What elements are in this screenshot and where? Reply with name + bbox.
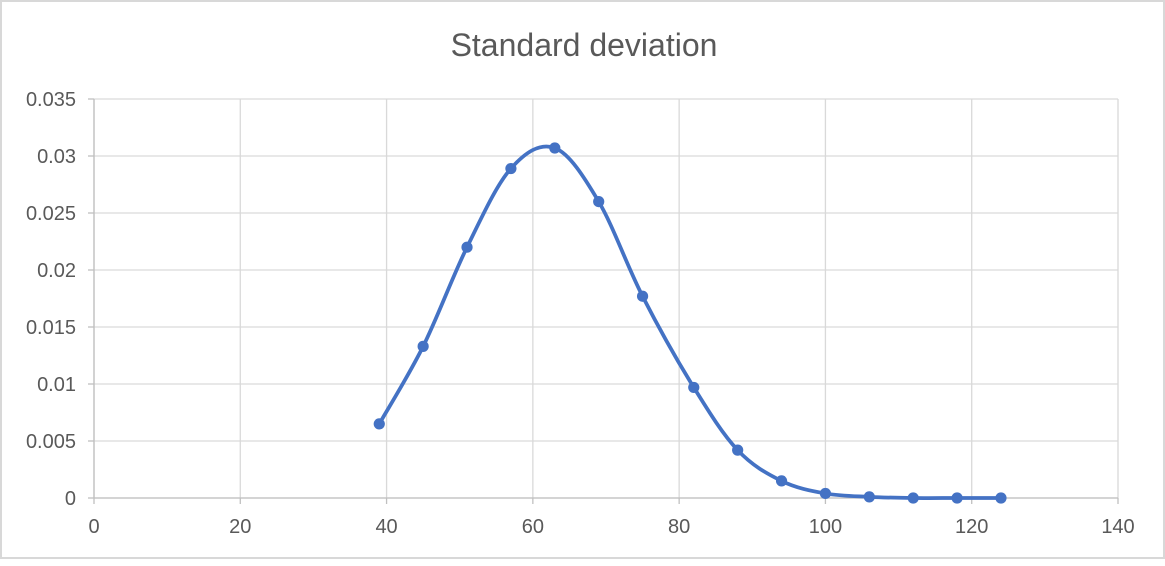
y-axis-tick-label: 0.01 (37, 374, 76, 396)
data-point-marker (593, 196, 605, 208)
x-axis-tick-label: 20 (229, 516, 251, 538)
data-point-marker (505, 162, 517, 175)
y-axis-tick-label: 0.02 (37, 260, 76, 282)
y-axis-tick-label: 0.015 (26, 317, 76, 339)
y-axis-tick-label: 0.03 (37, 146, 76, 168)
data-point-marker (995, 492, 1007, 504)
x-axis-tick-label: 0 (88, 516, 99, 538)
data-point-marker (688, 381, 700, 394)
x-axis-tick-label: 100 (809, 516, 842, 538)
gridlines (93, 98, 1119, 499)
chart-title: Standard deviation (451, 27, 718, 63)
y-axis-tick-label: 0.025 (26, 203, 76, 225)
data-point-marker (863, 491, 875, 503)
x-axis-tick-label: 120 (955, 516, 988, 538)
data-point-marker (732, 444, 744, 456)
data-point-marker (461, 241, 473, 253)
x-axis-tick-label: 80 (668, 516, 690, 538)
data-point-marker (373, 418, 385, 430)
x-axis-tick-label: 40 (375, 516, 397, 538)
axes (88, 98, 1119, 504)
y-axis-tick-label: 0.005 (26, 431, 76, 453)
x-axis-tick-label: 60 (522, 516, 544, 538)
data-point-marker (775, 475, 788, 487)
series-line (377, 144, 1003, 500)
data-point-marker (636, 290, 649, 302)
x-axis-tick-label: 140 (1101, 516, 1134, 538)
y-axis-tick-label: 0 (65, 488, 76, 510)
y-axis-tick-label: 0.035 (26, 89, 76, 111)
data-point-marker (417, 340, 429, 352)
data-point-marker (907, 492, 919, 504)
tick-labels: 0 20 40 60 80 100 120 140 0 0.005 0.01 0.015 0.02 0.0… (26, 89, 1135, 538)
series-standard-deviation (373, 142, 1007, 504)
data-point-marker (951, 492, 963, 504)
data-point-marker (819, 487, 832, 500)
data-point-marker (549, 142, 561, 154)
